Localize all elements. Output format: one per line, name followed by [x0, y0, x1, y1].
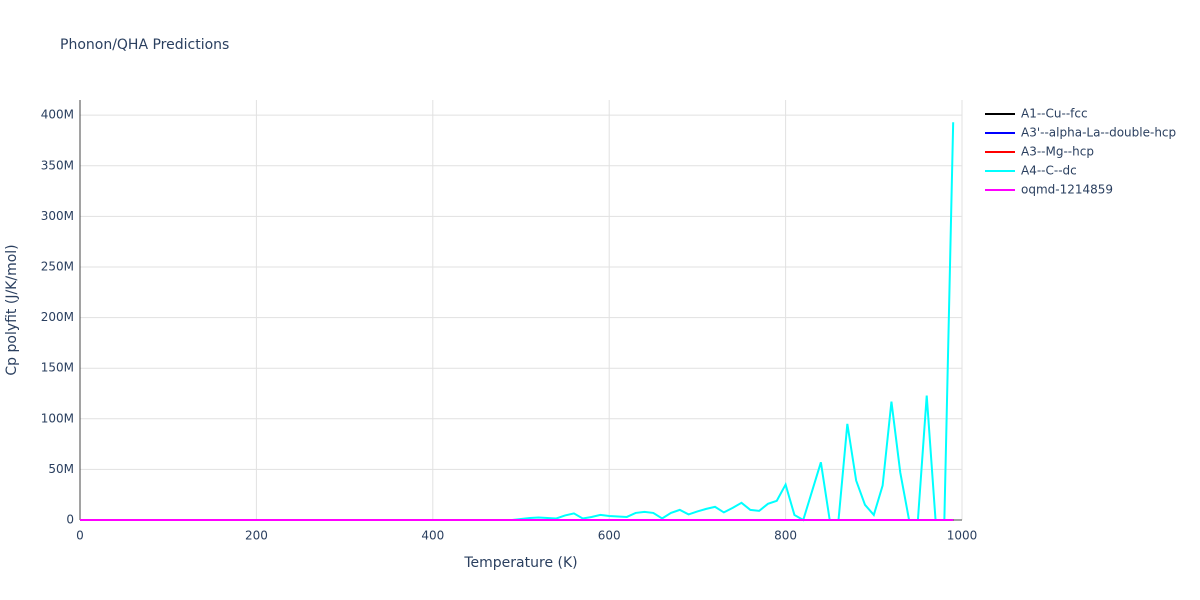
y-tick-label: 400M [41, 108, 74, 122]
y-tick-label: 150M [41, 361, 74, 375]
y-tick-label: 200M [41, 310, 74, 324]
y-tick-label: 100M [41, 411, 74, 425]
x-tick-label: 800 [774, 529, 797, 543]
y-tick-label: 50M [48, 462, 74, 476]
x-tick-label: 1000 [947, 529, 978, 543]
legend-label[interactable]: A3'--alpha-La--double-hcp [1021, 126, 1176, 140]
y-axis-title: Cp polyfit (J/K/mol) [4, 244, 20, 375]
legend-label[interactable]: A3--Mg--hcp [1021, 145, 1094, 159]
y-tick-label: 250M [41, 259, 74, 273]
y-tick-label: 300M [41, 209, 74, 223]
x-tick-label: 0 [76, 529, 84, 543]
x-tick-label: 200 [245, 529, 268, 543]
chart-title: Phonon/QHA Predictions [60, 37, 229, 53]
x-tick-label: 600 [598, 529, 621, 543]
y-tick-label: 0 [66, 513, 74, 527]
legend-label[interactable]: oqmd-1214859 [1021, 183, 1113, 197]
y-tick-label: 350M [41, 158, 74, 172]
legend-label[interactable]: A1--Cu--fcc [1021, 107, 1088, 121]
x-axis-title: Temperature (K) [463, 555, 577, 571]
legend-label[interactable]: A4--C--dc [1021, 164, 1077, 178]
x-tick-label: 400 [421, 529, 444, 543]
